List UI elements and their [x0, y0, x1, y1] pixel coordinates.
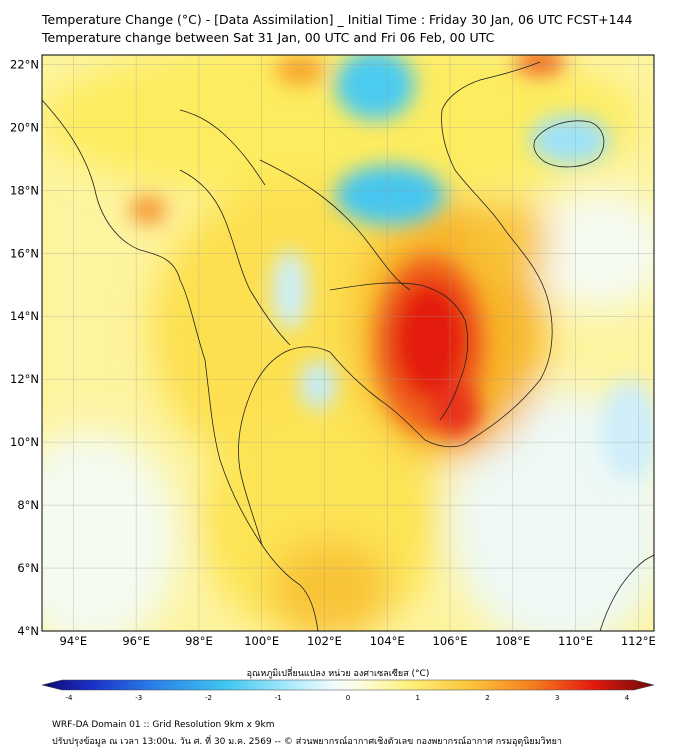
- lon-tick-label: 100°E: [244, 634, 279, 648]
- colorbar-tick-label: -4: [66, 694, 74, 700]
- lat-tick-label: 18°N: [10, 183, 39, 197]
- lon-tick-label: 96°E: [122, 634, 150, 648]
- field-warm-spot-north: [515, 55, 565, 76]
- colorbar-tick-label: 4: [625, 694, 630, 700]
- coastline-mainland: [42, 99, 319, 631]
- temperature-change-map: 22°N 20°N 18°N 16°N 14°N 12°N 10°N 8°N 6°N 4°N 94…: [10, 54, 656, 700]
- lat-tick-label: 14°N: [10, 309, 39, 323]
- field-red-south: [430, 382, 480, 438]
- field-cool-bangkok: [272, 250, 308, 330]
- lat-tick-label: 16°N: [10, 246, 39, 260]
- lat-tick-label: 4°N: [17, 624, 39, 638]
- map-frame: [41, 54, 655, 632]
- map-outlines: [42, 61, 654, 631]
- colorbar-tick-label: -2: [205, 694, 212, 700]
- footer-credit: ปรับปรุงข้อมูล ณ เวลา 13:00น. วัน ศ. ที่…: [52, 737, 562, 747]
- colorbar-tick-label: 0: [346, 694, 350, 700]
- field-orange-south: [270, 540, 390, 631]
- lon-tick-label: 98°E: [185, 634, 213, 648]
- lon-tick-label: 108°E: [495, 634, 530, 648]
- field-warm-spot-nw: [275, 55, 325, 85]
- lon-tick-label: 102°E: [307, 634, 342, 648]
- border-thailand: [179, 169, 291, 346]
- colorbar-ticks: -4 -3 -2 -1 0 1 2 3 4: [66, 694, 630, 700]
- colorbar: -4 -3 -2 -1 0 1 2 3 4: [41, 679, 655, 700]
- colorbar-gradient: [41, 679, 655, 691]
- colorbar-title: อุณหภูมิเปลี่ยนแปลง หน่วย องศาเซลเซียส (…: [246, 669, 430, 679]
- field-cool-east: [600, 380, 654, 480]
- lat-tick-label: 20°N: [10, 120, 39, 134]
- colorbar-tick-label: 2: [485, 694, 489, 700]
- field-cool-north: [335, 55, 415, 120]
- border-laos: [259, 159, 411, 291]
- chart-subtitle: Temperature change between Sat 31 Jan, 0…: [42, 30, 495, 45]
- field-cool-laos: [335, 165, 445, 225]
- field-cool-gulf: [300, 360, 336, 410]
- lon-tick-label: 112°E: [621, 634, 656, 648]
- field-red-core: [392, 280, 468, 400]
- lon-tick-label: 104°E: [370, 634, 405, 648]
- field-warm-spot-myanmar: [130, 196, 166, 224]
- lat-tick-label: 6°N: [17, 561, 39, 575]
- coastline-hainan: [533, 120, 605, 168]
- colorbar-tick-label: -1: [275, 694, 282, 700]
- field-neutral-southwest: [42, 430, 180, 631]
- field-orange-vietnam: [470, 200, 550, 280]
- colorbar-tick-label: 3: [555, 694, 559, 700]
- footer-model-info: WRF-DA Domain 01 :: Grid Resolution 9km …: [52, 720, 275, 730]
- lat-tick-label: 10°N: [10, 435, 39, 449]
- colorbar-tick-label: 1: [416, 694, 420, 700]
- lat-tick-label: 8°N: [17, 498, 39, 512]
- coastline-gulf-thailand: [329, 351, 471, 448]
- chart-title: Temperature Change (°C) - [Data Assimila…: [42, 12, 633, 27]
- longitude-labels: 94°E 96°E 98°E 100°E 102°E 104°E 106°E 108°E 110…: [60, 634, 656, 648]
- lat-tick-label: 22°N: [10, 57, 39, 71]
- border-cambodia: [329, 282, 469, 421]
- lon-tick-label: 94°E: [60, 634, 88, 648]
- coastline-borneo: [599, 554, 654, 631]
- field-neutral-east: [530, 190, 654, 310]
- latitude-labels: 22°N 20°N 18°N 16°N 14°N 12°N 10°N 8°N 6°N 4°N: [10, 57, 39, 638]
- border-myanmar: [179, 109, 266, 186]
- coastline-peninsula-east: [238, 346, 331, 546]
- lat-tick-label: 12°N: [10, 372, 39, 386]
- lon-tick-label: 106°E: [433, 634, 468, 648]
- coastline-vietnam: [441, 61, 553, 441]
- colorbar-tick-label: -3: [135, 694, 142, 700]
- temperature-field: [42, 55, 654, 631]
- lon-tick-label: 110°E: [558, 634, 593, 648]
